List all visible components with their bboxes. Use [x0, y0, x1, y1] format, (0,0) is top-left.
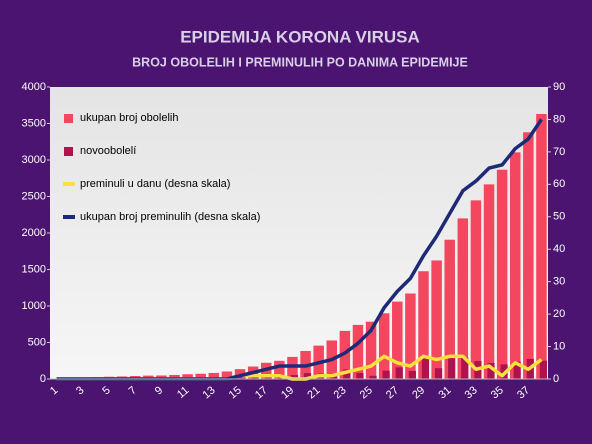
bar — [513, 361, 521, 379]
bar — [303, 373, 312, 379]
bar — [182, 374, 193, 379]
bar — [356, 373, 364, 379]
bar — [523, 132, 534, 379]
bar — [418, 271, 429, 379]
bar — [434, 368, 443, 379]
bar — [343, 369, 351, 379]
y-tick-label: 1500 — [22, 263, 46, 275]
y2-tick-label: 20 — [553, 308, 565, 320]
bar — [487, 363, 495, 379]
bar — [274, 360, 285, 379]
y-tick-label: 3000 — [22, 154, 46, 166]
y-tick-label: 500 — [28, 336, 46, 348]
y-tick-label: 2500 — [22, 190, 46, 202]
bar — [457, 218, 469, 379]
bar — [369, 375, 377, 379]
bar — [470, 200, 482, 379]
y-tick-label: 4000 — [22, 81, 46, 93]
legend-label: ukupan broj obolelih — [80, 112, 178, 124]
legend-label: preminuli u danu (desna skala) — [80, 178, 230, 190]
y2-tick-label: 30 — [553, 276, 565, 288]
bar — [483, 184, 495, 379]
bar — [195, 373, 206, 379]
bar — [251, 376, 259, 379]
bar — [290, 375, 299, 379]
y2-tick-label: 90 — [553, 81, 565, 93]
y2-tick-label: 50 — [553, 211, 565, 223]
bar — [378, 313, 390, 379]
y2-tick-label: 80 — [553, 113, 565, 125]
bar — [208, 372, 220, 379]
bar — [405, 293, 416, 379]
bar — [169, 374, 180, 379]
y2-tick-label: 0 — [553, 373, 559, 385]
y-tick-label: 3500 — [22, 117, 46, 129]
bar — [431, 260, 442, 379]
y2-tick-label: 60 — [553, 178, 565, 190]
bar — [238, 376, 246, 379]
bar — [365, 321, 377, 379]
y2-tick-label: 40 — [553, 243, 565, 255]
legend-marker — [64, 147, 73, 156]
bar — [448, 358, 456, 379]
bar — [509, 152, 521, 379]
y-tick-label: 1000 — [22, 300, 46, 312]
y-tick-label: 2000 — [22, 227, 46, 239]
chart-title: EPIDEMIJA KORONA VIRUSA — [180, 27, 420, 46]
bar — [536, 114, 547, 379]
bar — [392, 301, 403, 379]
y2-tick-label: 70 — [553, 146, 565, 158]
bar — [496, 169, 508, 379]
bar — [221, 371, 233, 379]
bar — [287, 356, 298, 379]
bar — [156, 375, 167, 379]
bar — [444, 239, 455, 379]
y-tick-label: 0 — [40, 373, 46, 385]
legend-label: novoobolelí — [80, 145, 136, 157]
legend-label: ukupan broj preminulih (desna skala) — [80, 211, 260, 223]
bar — [352, 324, 364, 379]
bar — [395, 367, 403, 379]
bar — [408, 370, 416, 379]
y2-tick-label: 10 — [553, 340, 565, 352]
bar — [461, 357, 469, 379]
legend-marker — [64, 114, 73, 123]
bar — [539, 360, 548, 379]
bar — [421, 356, 430, 379]
bar — [382, 370, 390, 379]
chart-subtitle: BROJ OBOLELIH I PREMINULIH PO DANIMA EPI… — [132, 55, 468, 69]
